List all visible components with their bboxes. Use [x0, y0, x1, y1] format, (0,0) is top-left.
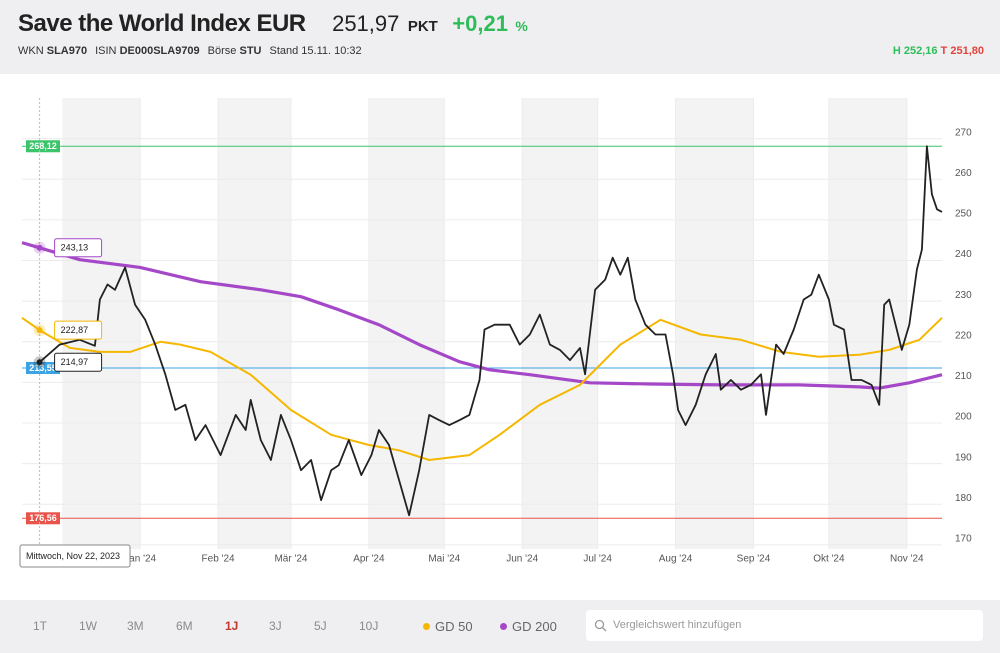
meta-label: WKN [18, 45, 44, 57]
meta-value: 15.11. 10:32 [301, 45, 362, 57]
toolbar: Vergleichswert hinzufügen 1T 1W 3M 6M 1J 3J 5J… [0, 600, 1000, 653]
range-button[interactable]: 3J [269, 619, 282, 633]
range-button[interactable]: 1J [225, 619, 239, 633]
x-tick-label: Aug '24 [659, 554, 693, 565]
meta-label: ISIN [95, 45, 117, 57]
meta-item: ISIN DE000SLA9709 [95, 45, 200, 57]
reference-label: 213,55 [29, 363, 57, 373]
range-button[interactable]: 3M [127, 619, 144, 633]
meta-item: Börse STU [208, 45, 262, 57]
range-button[interactable]: 10J [359, 619, 379, 633]
series-line [39, 145, 943, 517]
change-unit: % [515, 18, 528, 34]
meta: WKN SLA970 ISIN DE000SLA9709 Börse STU Stan… [18, 45, 370, 57]
month-band [675, 98, 754, 549]
readout-label: 243,13 [61, 243, 89, 253]
y-tick-label: 180 [955, 493, 972, 504]
meta-value: STU [239, 45, 262, 57]
readout-label: 214,97 [61, 357, 89, 367]
readout-box [54, 320, 103, 340]
date-label: Mittwoch, Nov 22, 2023 [26, 551, 120, 561]
legend-dot [423, 623, 430, 630]
y-tick-label: 270 [955, 127, 972, 138]
x-tick-label: Sep '24 [737, 554, 771, 565]
legend-dot [500, 623, 507, 630]
header: Save the World Index EUR 251,97 PKT +0,2… [0, 0, 1000, 74]
month-band [828, 98, 907, 549]
range-button[interactable]: 1T [33, 619, 48, 633]
search-icon [594, 619, 607, 632]
x-tick-label: Jun '24 [506, 554, 538, 565]
meta-value: SLA970 [46, 45, 88, 57]
meta-label: Börse [207, 45, 237, 57]
meta-label: Stand [269, 45, 299, 57]
price-unit: PKT [407, 18, 438, 35]
legend-entry[interactable]: GD 200 [500, 619, 557, 634]
legend-entry[interactable]: GD 50 [423, 619, 473, 634]
high-label: H [892, 45, 901, 57]
month-band [522, 98, 598, 549]
y-tick-label: 200 [955, 412, 972, 423]
reference-label-box [26, 512, 60, 525]
meta-item: WKN SLA970 [18, 45, 87, 57]
range-button[interactable]: 6M [176, 619, 193, 633]
crosshair-point-core [36, 327, 43, 334]
series-line [21, 241, 943, 390]
y-tick-label: 190 [955, 452, 972, 463]
month-band [218, 98, 291, 549]
low-label: T [940, 45, 948, 57]
readout-box [54, 352, 103, 372]
headline: Save the World Index EUR 251,97 PKT +0,2… [18, 10, 528, 38]
readout-box [54, 238, 103, 258]
x-tick-label: Jan '24 [124, 554, 156, 565]
price: 251,97 [332, 11, 400, 36]
crosshair-point-core [36, 359, 43, 366]
x-tick-label: Jul '24 [583, 554, 612, 565]
reference-label-box [26, 140, 60, 153]
y-tick-label: 240 [955, 249, 972, 260]
low: 251,80 [950, 45, 984, 57]
meta-value: DE000SLA9709 [119, 45, 200, 57]
month-band [368, 98, 445, 549]
x-tick-label: Mär '24 [274, 554, 307, 565]
x-tick-label: Apr '24 [353, 554, 385, 565]
readout-label: 222,87 [61, 325, 89, 335]
y-tick-label: 220 [955, 330, 972, 341]
search-placeholder: Vergleichswert hinzufügen [613, 619, 742, 631]
search-box[interactable]: Vergleichswert hinzufügen [586, 610, 983, 641]
range-button[interactable]: 5J [314, 619, 327, 633]
high-low: H 252,16 T 251,80 [893, 45, 984, 57]
y-tick-label: 210 [955, 371, 972, 382]
reference-label: 268,12 [29, 141, 57, 151]
x-tick-label: Feb '24 [202, 554, 235, 565]
range-button[interactable]: 1W [79, 619, 97, 633]
y-tick-label: 170 [955, 534, 972, 545]
y-tick-label: 260 [955, 168, 972, 179]
meta-item: Stand 15.11. 10:32 [269, 45, 361, 57]
y-tick-label: 250 [955, 209, 972, 220]
change: +0,21 [452, 11, 508, 36]
reference-label: 176,56 [29, 513, 57, 523]
x-tick-label: Mai '24 [428, 554, 460, 565]
series-line [21, 316, 943, 461]
reference-label-box [26, 361, 60, 374]
high: 252,16 [903, 45, 938, 57]
x-tick-label: Okt '24 [813, 554, 845, 565]
title: Save the World Index EUR [18, 10, 306, 37]
legend-label: GD 200 [512, 619, 557, 634]
x-tick-label: Nov '24 [890, 554, 924, 565]
legend-label: GD 50 [435, 619, 473, 634]
y-tick-label: 230 [955, 290, 972, 301]
date-box [19, 544, 131, 568]
crosshair-point-core [36, 244, 43, 251]
